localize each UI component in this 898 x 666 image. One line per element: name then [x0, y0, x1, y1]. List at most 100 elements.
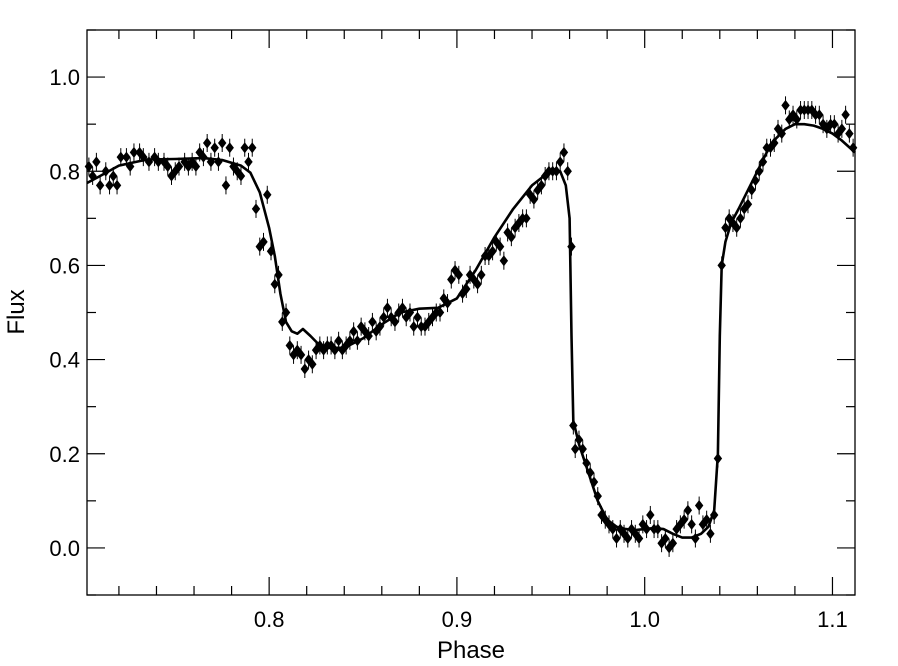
data-point — [195, 143, 204, 162]
diamond-marker — [375, 321, 385, 333]
data-point — [122, 148, 131, 167]
diamond-marker — [477, 269, 486, 281]
diamond-marker — [353, 335, 362, 347]
diamond-marker — [112, 179, 122, 191]
data-point — [567, 237, 576, 256]
data-point — [642, 520, 651, 539]
data-point — [92, 152, 101, 171]
diamond-marker — [559, 146, 569, 158]
data-point — [405, 303, 415, 322]
data-point — [334, 331, 343, 350]
diamond-marker — [691, 533, 700, 544]
data-points-layer — [84, 96, 858, 557]
diamond-marker — [236, 170, 246, 182]
diamond-marker — [409, 321, 418, 333]
data-point — [691, 529, 700, 548]
data-point — [210, 138, 219, 157]
diamond-marker — [125, 161, 135, 173]
data-point — [353, 331, 362, 350]
diamond-marker — [510, 222, 520, 234]
data-point — [495, 237, 505, 256]
diamond-marker — [747, 184, 756, 196]
diamond-marker — [473, 278, 482, 290]
data-point — [413, 308, 422, 327]
data-point — [510, 218, 520, 237]
diamond-marker — [833, 128, 843, 140]
diamond-marker — [567, 241, 576, 253]
y-tick-label: 0.2 — [49, 442, 80, 467]
diamond-marker — [270, 278, 279, 290]
x-axis-title: Phase — [437, 637, 505, 664]
x-tick-label: 1.1 — [817, 607, 848, 632]
data-point — [777, 124, 786, 143]
data-point — [709, 505, 719, 524]
diamond-marker — [676, 518, 685, 530]
data-point — [221, 176, 231, 195]
data-point — [792, 110, 801, 129]
data-point — [687, 515, 696, 534]
data-point — [848, 138, 858, 157]
diamond-marker — [721, 222, 730, 234]
diamond-marker — [661, 533, 670, 544]
diamond-marker — [529, 194, 539, 205]
diamond-marker — [210, 142, 219, 154]
diamond-marker — [180, 156, 189, 168]
diamond-marker — [308, 358, 317, 370]
data-point — [837, 119, 847, 138]
diamond-marker — [537, 179, 546, 191]
diamond-marker — [586, 467, 595, 479]
diamond-marker — [195, 146, 204, 158]
x-tick-label: 1.0 — [629, 607, 660, 632]
data-point — [751, 171, 760, 190]
data-point — [706, 524, 715, 543]
data-point — [236, 166, 246, 185]
data-point — [683, 501, 693, 520]
data-point — [443, 294, 452, 313]
diamond-marker — [251, 203, 261, 215]
diamond-marker — [154, 156, 163, 168]
diamond-marker — [848, 142, 858, 154]
data-point — [244, 152, 253, 171]
data-point — [163, 157, 172, 176]
diamond-marker — [634, 533, 644, 544]
data-point — [184, 157, 193, 176]
diamond-marker — [499, 255, 509, 267]
diamond-marker — [514, 217, 524, 229]
data-point — [248, 138, 257, 157]
data-point — [409, 317, 418, 336]
diamond-marker — [845, 128, 854, 140]
data-point — [578, 440, 587, 459]
diamond-marker — [398, 302, 407, 314]
diamond-marker — [122, 151, 131, 163]
data-point — [755, 162, 764, 181]
diamond-marker — [202, 137, 212, 149]
diamond-marker — [770, 137, 779, 149]
data-point — [364, 327, 373, 346]
diamond-marker — [788, 109, 798, 121]
diamond-marker — [713, 452, 723, 464]
data-point — [676, 515, 685, 534]
diamond-marker — [631, 528, 640, 540]
data-point — [781, 96, 790, 115]
diamond-marker — [687, 518, 696, 530]
diamond-marker — [616, 523, 625, 535]
diamond-marker — [285, 339, 294, 351]
y-tick-labels: 0.0 0.2 0.4 0.6 0.8 1.0 — [49, 65, 80, 561]
diamond-marker — [781, 99, 790, 111]
diamond-marker — [364, 330, 373, 342]
data-point — [830, 115, 839, 134]
data-point — [634, 529, 644, 548]
diamond-marker — [709, 509, 719, 521]
data-point — [747, 181, 756, 200]
diamond-marker — [248, 142, 257, 154]
data-point — [522, 209, 531, 228]
diamond-marker — [144, 156, 154, 168]
diamond-marker — [221, 179, 231, 191]
diamond-marker — [694, 500, 704, 512]
diamond-marker — [578, 443, 587, 455]
data-point — [499, 251, 509, 270]
diamond-marker — [109, 170, 118, 182]
data-point — [646, 505, 655, 524]
data-point — [608, 520, 617, 539]
data-point — [552, 162, 561, 181]
